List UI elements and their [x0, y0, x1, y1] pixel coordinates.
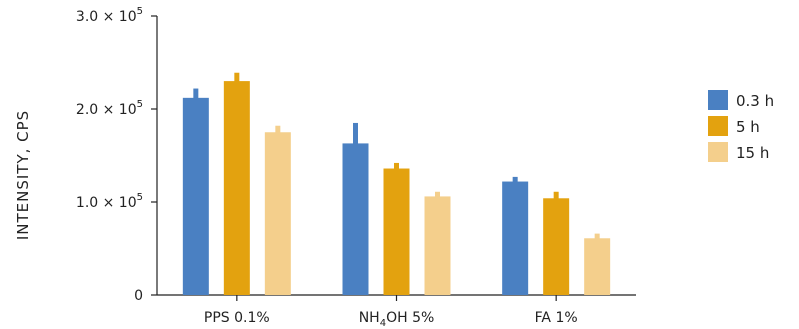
bar — [342, 143, 369, 295]
bar — [182, 97, 209, 295]
legend-label: 0.3 h — [736, 92, 774, 110]
legend-swatch — [708, 90, 728, 110]
error-bar — [594, 233, 600, 240]
x-tick-label: NH4OH 5% — [359, 310, 435, 329]
y-tick-exponent: 5 — [137, 6, 143, 17]
y-tick-label: 3.0 × 105 — [76, 6, 143, 25]
bar — [424, 196, 451, 295]
bar — [223, 81, 250, 295]
bar — [383, 168, 410, 295]
error-bar — [353, 122, 358, 145]
legend-label: 5 h — [736, 118, 760, 136]
y-ticks: 0 1.0 × 105 2.0 × 105 3.0 × 105 — [76, 6, 157, 304]
y-tick-label: 2.0 × 105 — [76, 99, 143, 118]
x-ticks: PPS 0.1% NH4OH 5% FA 1% — [204, 295, 578, 329]
bar — [543, 198, 570, 295]
bar — [502, 181, 529, 295]
error-bar — [553, 191, 559, 200]
bar — [584, 238, 611, 295]
error-bar — [275, 125, 281, 134]
y-tick-label: 0 — [134, 288, 143, 304]
legend-label: 15 h — [736, 144, 769, 162]
x-tick-label: PPS 0.1% — [204, 310, 270, 326]
y-tick-label: 1.0 × 105 — [76, 192, 143, 211]
x-tick-label: FA 1% — [535, 310, 578, 326]
y-axis-title: INTENSITY, CPS — [14, 110, 32, 240]
bar — [264, 132, 291, 295]
error-bar — [394, 162, 399, 170]
error-bar — [234, 72, 240, 83]
error-bar — [435, 191, 440, 198]
legend-swatch — [708, 142, 728, 162]
y-tick-exponent: 5 — [137, 192, 143, 203]
legend-swatch — [708, 116, 728, 136]
legend: 0.3 h 5 h 15 h — [708, 90, 774, 162]
error-bar — [512, 176, 518, 183]
bars — [182, 72, 611, 295]
error-bar — [193, 88, 199, 99]
y-tick-exponent: 5 — [137, 99, 143, 110]
